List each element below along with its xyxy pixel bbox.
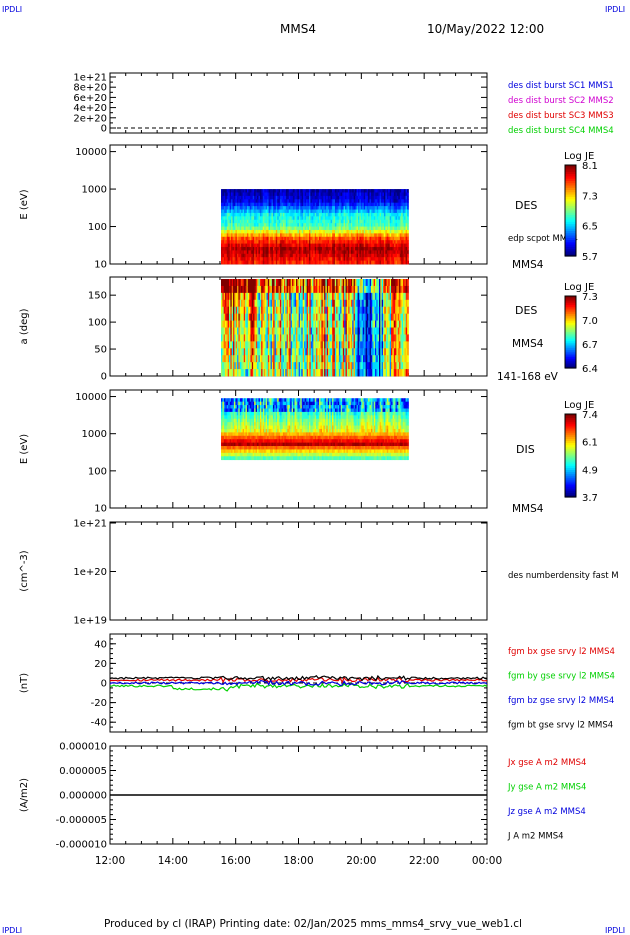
spectrogram-cell [407,203,409,207]
legend-entry: des dist burst SC2 MMS2 [508,96,614,106]
instrument-label: DES [515,199,537,212]
spectrogram-cell [407,189,409,193]
y-axis-label: a (deg) [19,308,30,344]
colorbar-tick-label: 6.5 [582,222,598,233]
legend-entry: des dist burst SC4 MMS4 [508,126,614,136]
y-axis-label: E (eV) [19,189,30,219]
spectrogram-cell [407,206,409,210]
spectrogram-cell [407,240,409,244]
spectrogram-cell [407,250,409,254]
spectrogram-cell [407,244,409,248]
spectrogram-cell [407,192,409,196]
spectrogram-cell [407,196,409,200]
spectrogram-cell [407,216,409,220]
y-tick-label: 10 [94,260,107,271]
spectrogram-cell [407,261,409,265]
spectrogram-cell [407,230,409,234]
y-tick-label: 100 [88,222,107,233]
y-tick-label: 150 [88,291,107,302]
y-tick-label: 0 [101,124,107,135]
spectrogram-cell [407,233,409,237]
y-tick-label: 1000 [82,185,107,196]
colorbar-tick-label: 7.3 [582,191,598,202]
spectrogram-cell [407,199,409,203]
spectrogram-cell [407,213,409,217]
spacecraft-label: MMS4 [512,259,544,271]
y-tick-label: 0 [101,372,107,383]
spectrogram-cell [407,257,409,261]
spectrogram-cell [407,254,409,258]
y-tick-label: 50 [94,345,107,356]
spectrogram-cell [407,247,409,251]
y-tick-label: 10000 [75,147,107,158]
panel-burst-frame [110,73,487,133]
colorbar-tick-label: 8.1 [582,161,598,172]
spectrogram-cell [407,223,409,227]
spectrogram-cell [407,220,409,224]
legend-entry: des dist burst SC3 MMS3 [508,111,614,121]
spectrogram-cell [407,237,409,241]
spectrogram-cell [407,210,409,214]
spectrogram-cell [407,227,409,231]
y-tick-label: 100 [88,318,107,329]
colorbar-tick-label: 5.7 [582,252,598,263]
legend-entry: des dist burst SC1 MMS1 [508,81,614,91]
